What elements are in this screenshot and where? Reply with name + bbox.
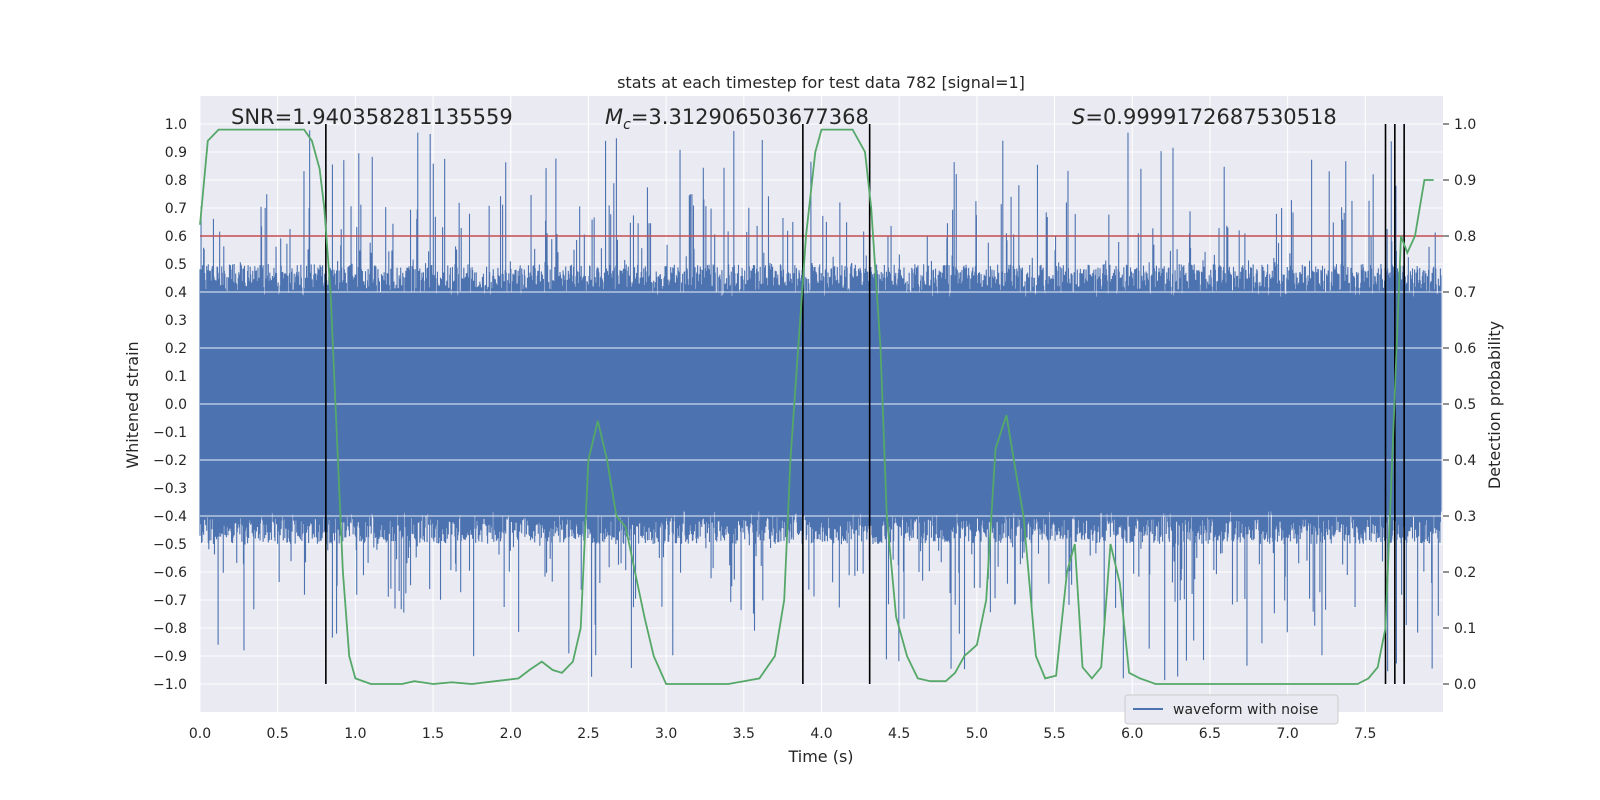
y-tick-label: −0.8: [153, 621, 187, 637]
legend-box: [1124, 694, 1339, 725]
y-tick-label: 0.9: [165, 145, 187, 161]
x-tick-label: 6.5: [1199, 726, 1221, 742]
y-tick-label: −0.4: [153, 509, 187, 525]
y2-tick-label: 0.3: [1454, 509, 1476, 525]
x-tick-label: 0.5: [267, 726, 289, 742]
y-tick-label: 0.3: [165, 313, 187, 329]
snr-annotation: SNR=1.940358281135559: [231, 105, 513, 129]
y-tick-label: 0.7: [165, 201, 187, 217]
y-tick-label: 0.5: [165, 257, 187, 273]
x-tick-label: 3.5: [733, 726, 755, 742]
y2-tick-label: 0.5: [1454, 397, 1476, 413]
mc-subscript: c: [623, 117, 631, 133]
x-tick-label: 5.0: [966, 726, 988, 742]
mc-value: =3.312906503677368: [631, 105, 869, 129]
y2-tick-label: 0.1: [1454, 621, 1476, 637]
probability-line: [199, 128, 1434, 685]
s-annotation: S=0.9999172687530518: [1072, 105, 1337, 129]
legend-entry: waveform with noise: [1173, 702, 1318, 718]
chirp-mass-annotation: Mc=3.312906503677368: [605, 105, 869, 133]
y2-ticks: 1.0 0.9 0.8 0.7 0.6 0.5 0.4 0.3 0.2 0.1 0.0: [1443, 117, 1476, 693]
y2-tick-label: 0.8: [1454, 229, 1476, 245]
y-tick-label: −0.3: [153, 481, 187, 497]
x-tick-label: 3.0: [655, 726, 677, 742]
x-tick-label: 4.0: [810, 726, 832, 742]
y-tick-label: −0.1: [153, 425, 187, 441]
x-tick-label: 7.5: [1354, 726, 1376, 742]
y-tick-label: −0.2: [153, 453, 187, 469]
x-tick-label: 2.5: [577, 726, 599, 742]
x-tick-label: 7.0: [1276, 726, 1298, 742]
y-axis-label: Whitened strain: [123, 341, 142, 468]
y2-tick-label: 0.0: [1454, 677, 1476, 693]
y-tick-label: −0.9: [153, 649, 187, 665]
y-tick-label: 0.8: [165, 173, 187, 189]
y-tick-label: 1.0: [165, 117, 187, 133]
y2-tick-label: 1.0: [1454, 117, 1476, 133]
y-tick-label: −1.0: [153, 677, 187, 693]
y-tick-label: −0.6: [153, 565, 187, 581]
y2-tick-label: 0.2: [1454, 565, 1476, 581]
y-tick-label: 0.0: [165, 397, 187, 413]
y-tick-label: 0.2: [165, 341, 187, 357]
noise-series: [199, 130, 1443, 681]
y-tick-label: −0.5: [153, 537, 187, 553]
x-ticks: 0.0 0.5 1.0 1.5 2.0 2.5 3.0 3.5 4.0 4.5 5.0 5.5 6.0 6…: [189, 726, 1377, 742]
x-tick-label: 1.5: [422, 726, 444, 742]
x-tick-label: 2.0: [500, 726, 522, 742]
y-tick-label: 0.1: [165, 369, 187, 385]
y-tick-label: 0.6: [165, 229, 187, 245]
y-tick-label: −0.7: [153, 593, 187, 609]
x-axis-label: Time (s): [787, 747, 853, 766]
s-symbol: S: [1072, 105, 1085, 129]
chart-title: stats at each timestep for test data 782…: [617, 73, 1025, 92]
y2-tick-label: 0.7: [1454, 285, 1476, 301]
x-tick-label: 1.0: [344, 726, 366, 742]
x-tick-label: 0.0: [189, 726, 211, 742]
x-tick-label: 5.5: [1043, 726, 1065, 742]
y2-tick-label: 0.9: [1454, 173, 1476, 189]
mc-symbol: M: [605, 105, 623, 129]
s-value: =0.9999172687530518: [1085, 105, 1336, 129]
legend: waveform with noise: [1124, 694, 1339, 725]
y2-axis-label: Detection probability: [1485, 321, 1504, 489]
y2-tick-label: 0.6: [1454, 341, 1476, 357]
x-tick-label: 4.5: [888, 726, 910, 742]
x-tick-label: 6.0: [1121, 726, 1143, 742]
y2-tick-label: 0.4: [1454, 453, 1476, 469]
y-ticks: 1.0 0.9 0.8 0.7 0.6 0.5 0.4 0.3 0.2 0.1 0.0 −0.1 −0.…: [153, 117, 187, 693]
y-tick-label: 0.4: [165, 285, 187, 301]
probability-series: [199, 128, 1434, 685]
